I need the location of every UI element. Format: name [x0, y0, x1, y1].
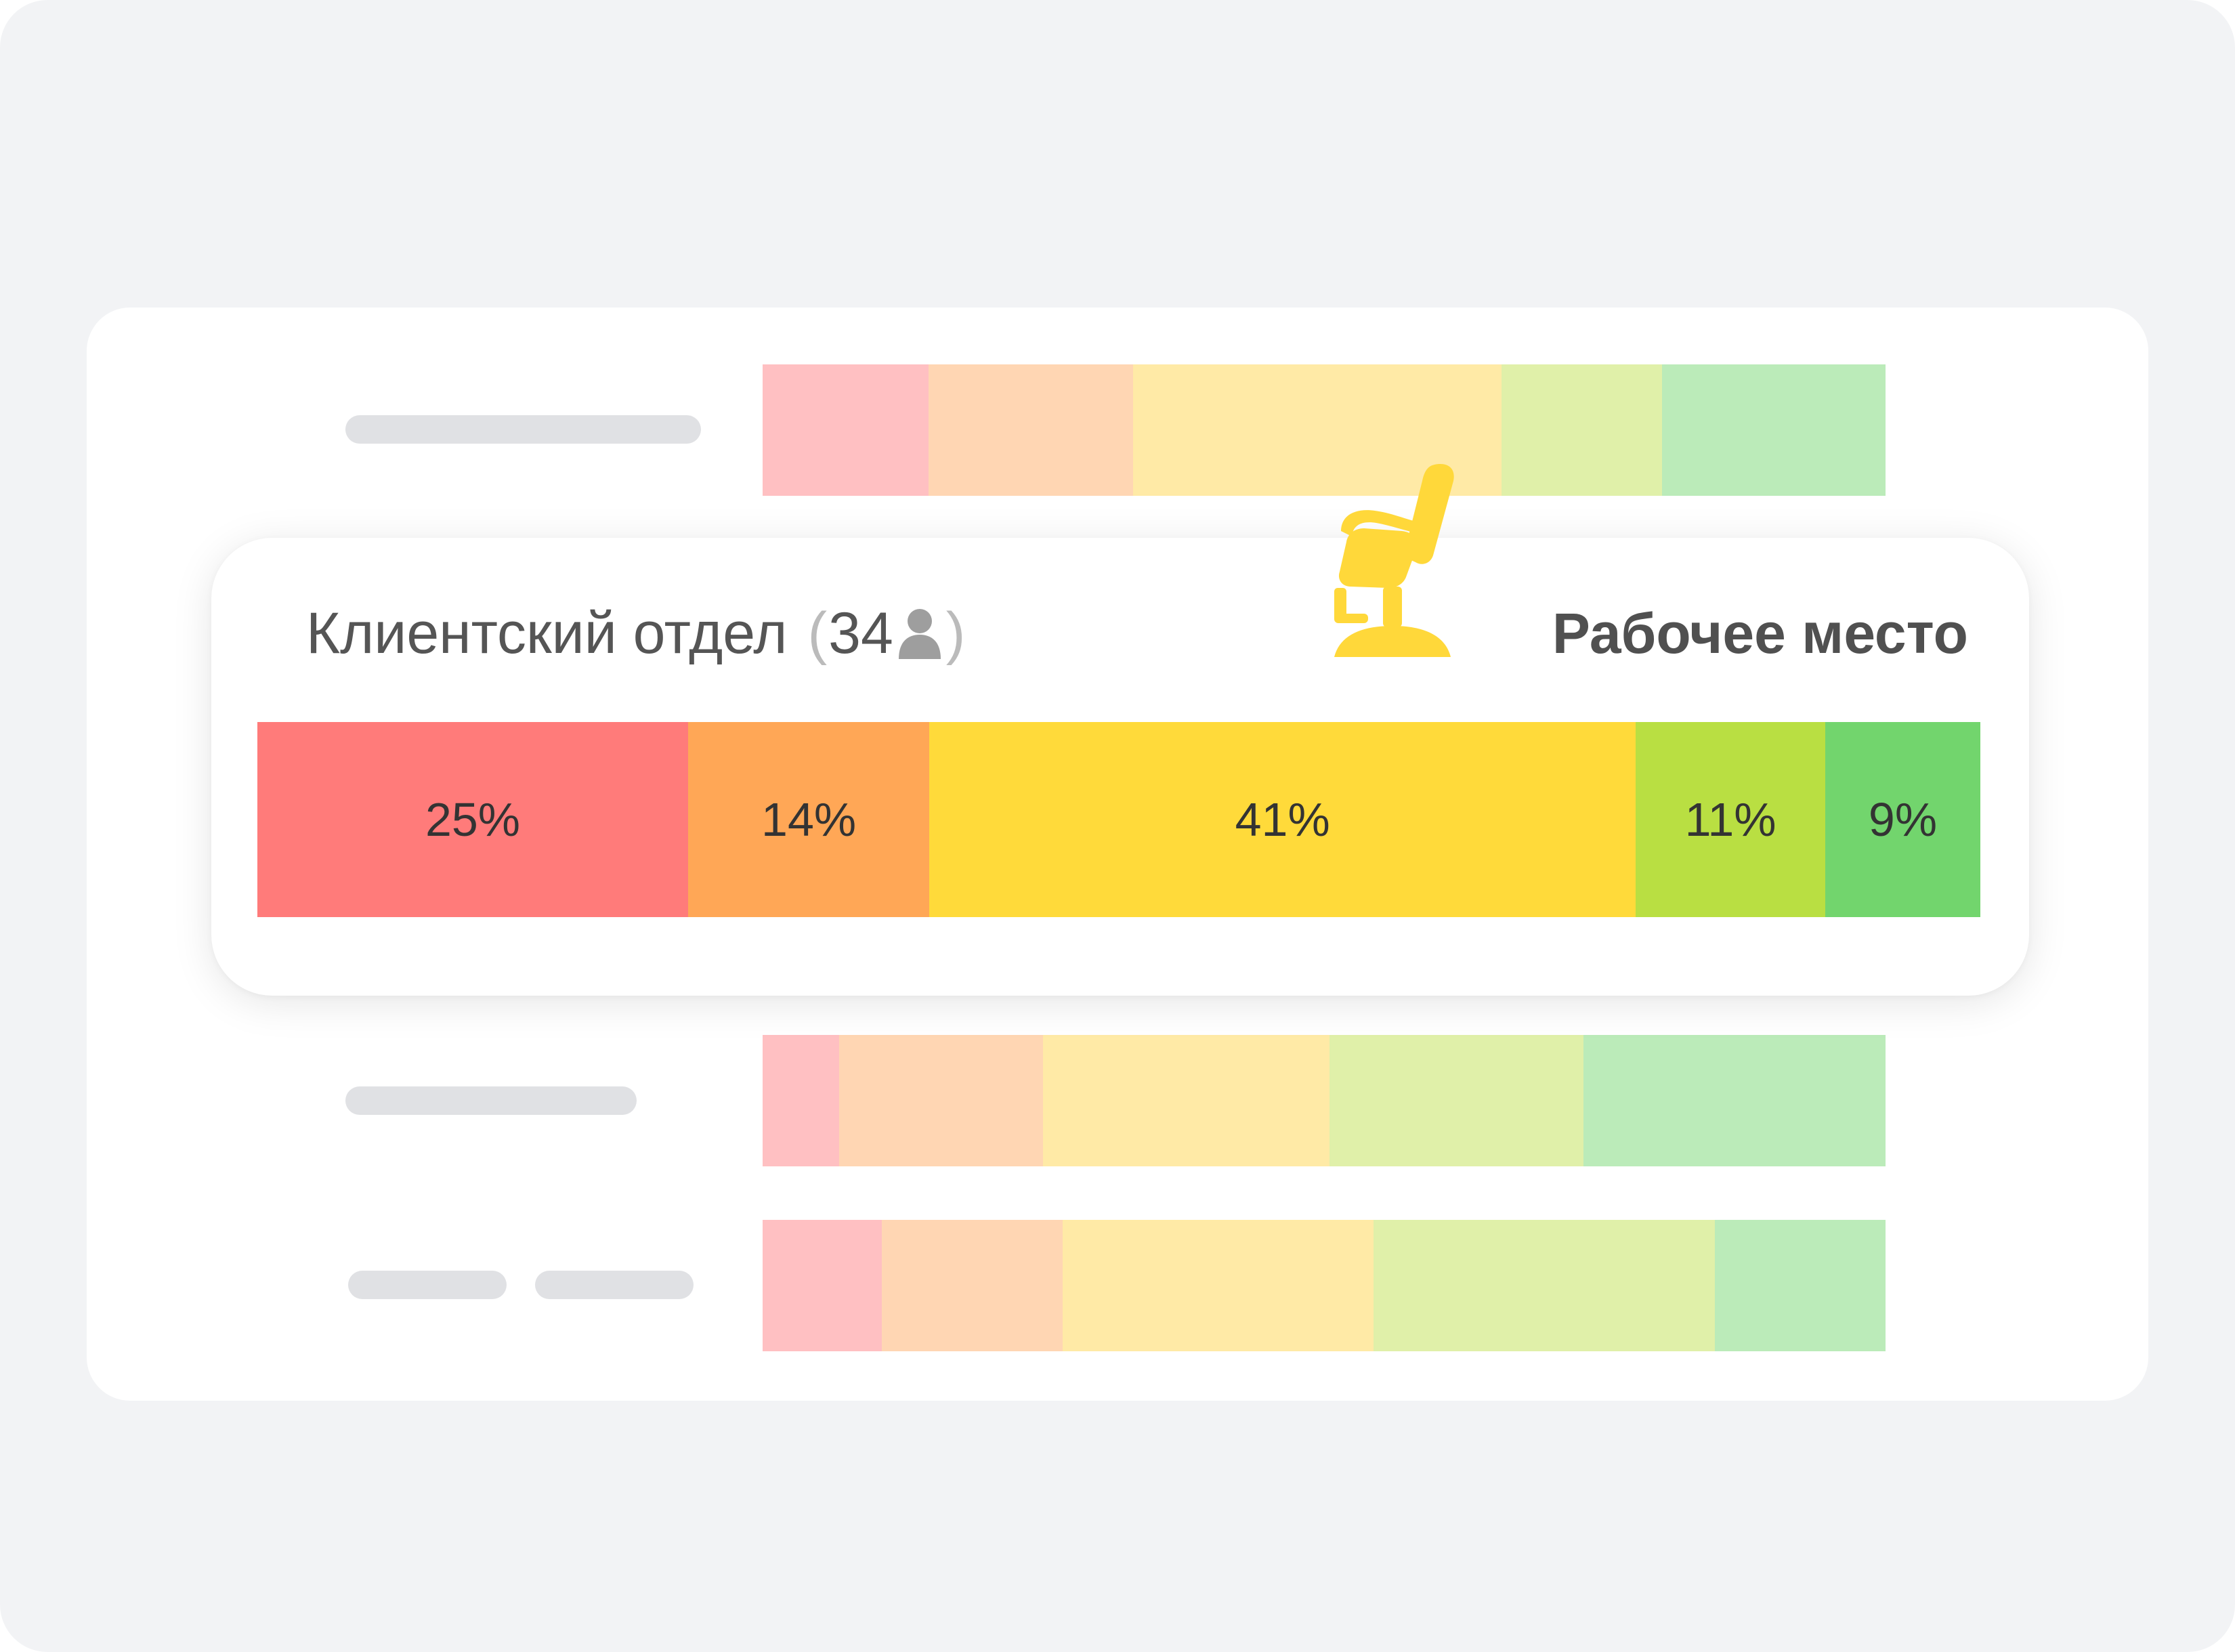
segment-label: 25%	[425, 793, 521, 846]
background-bar-1	[763, 364, 1886, 496]
bar-segment	[1662, 364, 1886, 496]
paren-open: (	[807, 600, 828, 666]
bar-segment	[1043, 1035, 1330, 1166]
bar-segment	[763, 1035, 839, 1166]
bar-segment: 41%	[929, 722, 1636, 917]
segment-label: 11%	[1684, 793, 1776, 846]
bar-segment	[1714, 1220, 1886, 1351]
placeholder-label	[345, 415, 701, 444]
employee-count: 34	[828, 600, 893, 666]
background-bar-2	[763, 1035, 1886, 1166]
bar-segment	[1373, 1220, 1715, 1351]
chair-icon	[1321, 461, 1476, 657]
department-name: Клиентский отдел	[306, 600, 788, 666]
bar-segment	[1501, 364, 1663, 496]
bar-segment: 14%	[688, 722, 930, 917]
segment-label: 14%	[761, 793, 857, 846]
bar-segment	[763, 1220, 882, 1351]
person-icon	[896, 606, 943, 660]
bar-segment	[1062, 1220, 1374, 1351]
bar-segment	[1329, 1035, 1583, 1166]
workplace-label: Рабочее место	[1552, 601, 1968, 665]
paren-close: )	[945, 600, 966, 666]
bar-segment	[763, 364, 929, 496]
bar-segment	[1583, 1035, 1886, 1166]
segment-label: 9%	[1868, 793, 1938, 846]
segment-label: 41%	[1235, 793, 1330, 846]
placeholder-label	[348, 1271, 507, 1299]
stacked-bar-chart: 25% 14% 41% 11% 9%	[257, 722, 1980, 917]
placeholder-label	[345, 1086, 637, 1115]
department-title: Клиентский отдел ( 34 )	[306, 596, 965, 671]
background-bar-3	[763, 1220, 1886, 1351]
bar-segment: 11%	[1636, 722, 1826, 917]
placeholder-label	[535, 1271, 694, 1299]
bar-segment	[838, 1035, 1044, 1166]
bar-segment: 9%	[1825, 722, 1980, 917]
bar-segment: 25%	[257, 722, 688, 917]
bar-segment	[929, 364, 1134, 496]
bar-segment	[881, 1220, 1063, 1351]
